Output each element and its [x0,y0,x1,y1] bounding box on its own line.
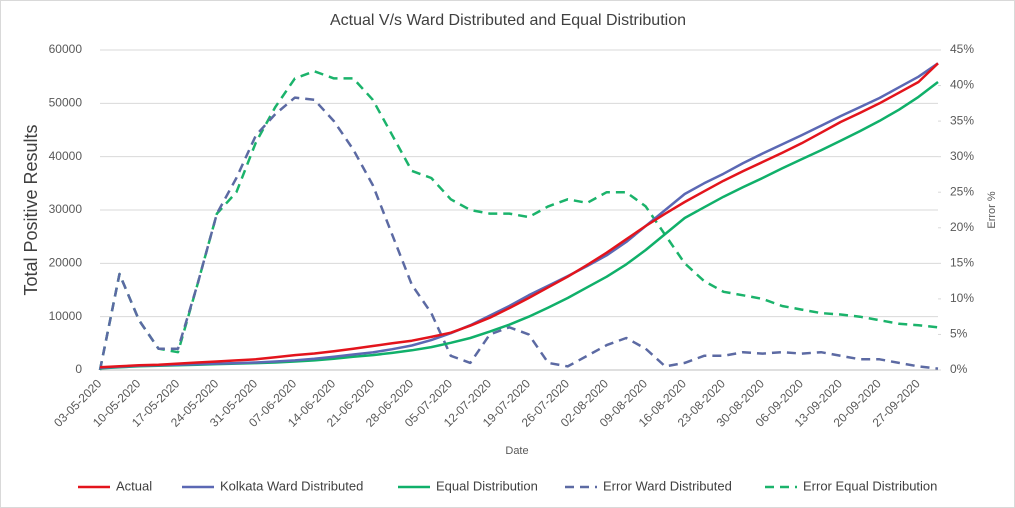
legend-label: Actual [116,478,152,493]
y-tick-label: 0 [75,362,82,376]
y-tick-label: 60000 [49,42,83,56]
y2-tick-label: 10% [950,291,974,305]
series-line [98,70,939,371]
y2-tick-label: 25% [950,184,974,198]
y2-tick-label: 45% [950,42,974,56]
y2-tick-label: 30% [950,149,974,163]
y2-tick-label: 5% [950,327,968,341]
series-line [99,62,939,369]
y2-tick-label: 35% [950,113,974,127]
legend-label: Equal Distribution [436,478,538,493]
legend-label: Error Ward Distributed [603,478,732,493]
y2-tick-label: 20% [950,220,974,234]
x-axis-label: Date [505,445,528,457]
y2-tick-label: 40% [950,78,974,92]
y-tick-label: 20000 [49,256,83,270]
series-line [98,96,939,371]
y-tick-label: 30000 [49,202,83,216]
y-tick-label: 50000 [49,96,83,110]
legend-label: Kolkata Ward Distributed [220,478,363,493]
series-line [99,62,939,370]
y2-tick-label: 15% [950,256,974,270]
y-axis-label: Total Positive Results [21,124,41,295]
chart-title: Actual V/s Ward Distributed and Equal Di… [330,12,686,29]
y-tick-label: 40000 [49,149,83,163]
legend-label: Error Equal Distribution [803,478,937,493]
y2-axis-label: Error % [986,191,998,229]
y2-tick-label: 0% [950,362,968,376]
y-tick-label: 10000 [49,309,83,323]
